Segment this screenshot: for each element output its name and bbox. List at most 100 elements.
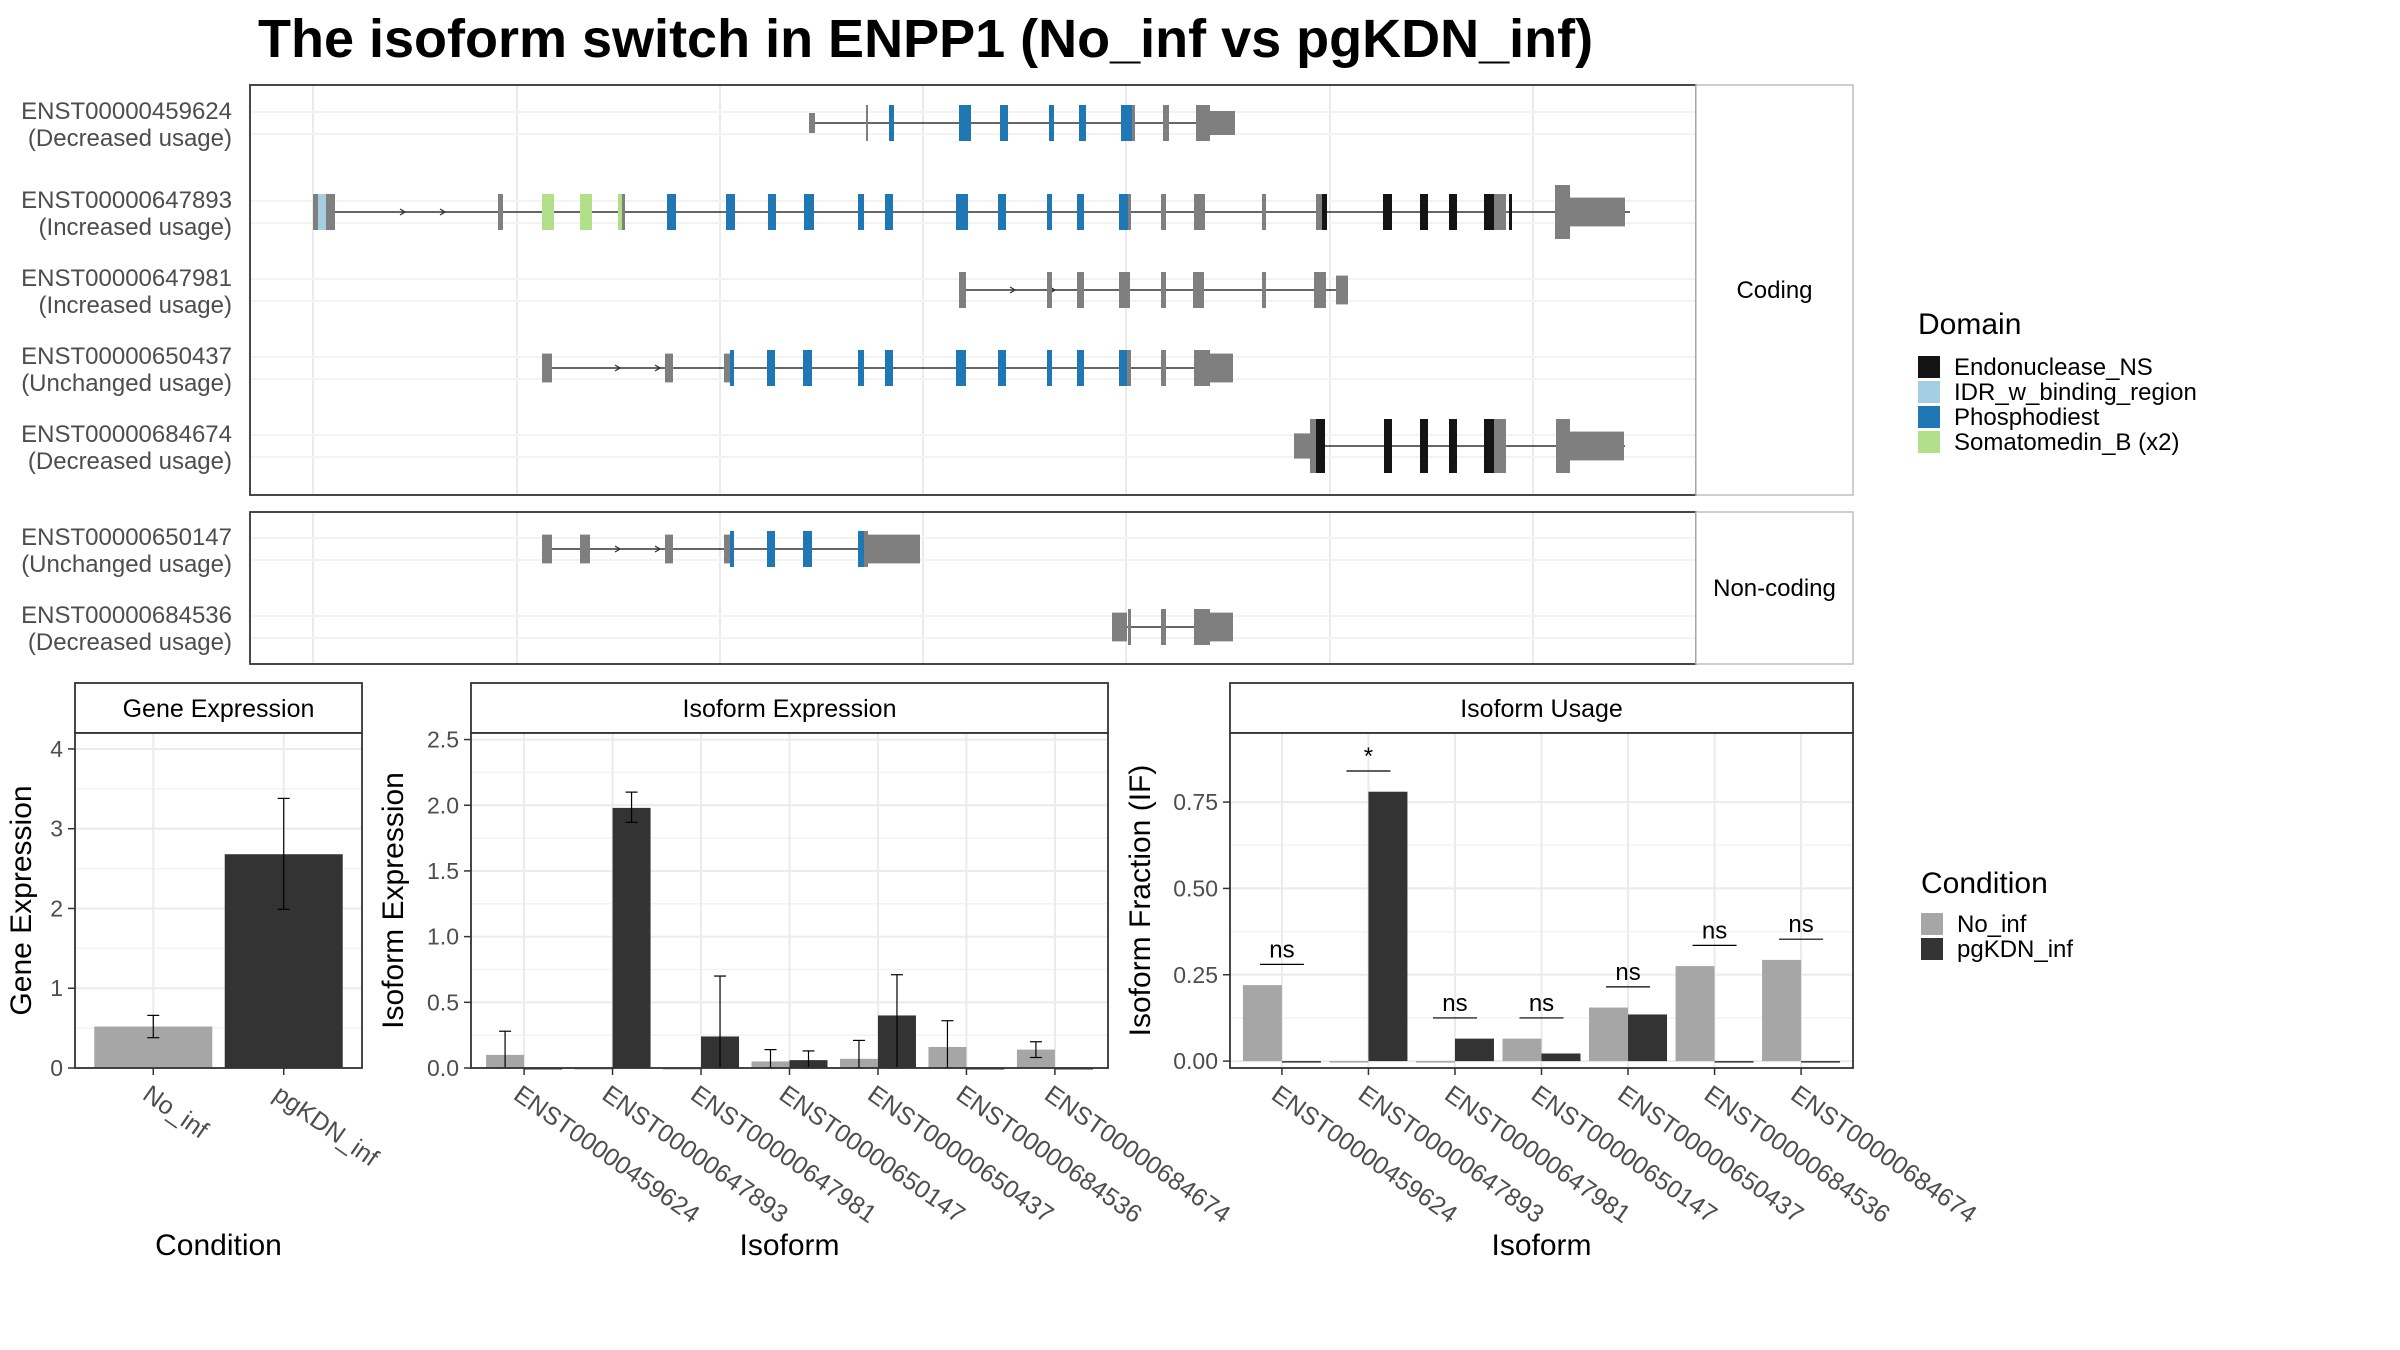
exon — [864, 531, 868, 567]
strand-arrow — [654, 364, 662, 372]
exon — [724, 534, 730, 564]
plot-border — [470, 732, 1109, 1069]
exon — [326, 194, 335, 230]
significance-label: * — [1364, 743, 1373, 770]
domain-legend-label: Somatomedin_B (x2) — [1954, 429, 2179, 456]
domain-legend-label: Phosphodiest — [1954, 404, 2100, 431]
y-tick-label: 2.0 — [427, 792, 459, 818]
domain-exon — [1079, 105, 1086, 141]
x-tick-label: pgKDN_inf — [268, 1080, 383, 1172]
exon — [1194, 350, 1210, 386]
domain-exon — [803, 350, 812, 386]
x-axis-title: Isoform — [1491, 1229, 1591, 1262]
exon — [1196, 105, 1210, 141]
domain-exon — [858, 194, 864, 230]
domain-legend-swatch — [1918, 381, 1940, 403]
condition-legend-swatch — [1921, 913, 1943, 935]
y-tick-label: 1.5 — [427, 858, 459, 884]
chart-strip — [470, 682, 1109, 734]
domain-exon — [1077, 194, 1084, 230]
domain-exon — [803, 531, 812, 567]
exon — [580, 534, 590, 564]
panel-background — [250, 512, 1696, 664]
domain-legend-label: Endonuclease_NS — [1954, 354, 2153, 381]
domain-exon — [998, 350, 1006, 386]
transcript-id-label: ENST00000647981 — [21, 265, 232, 292]
exon — [542, 534, 552, 564]
domain-exon — [858, 531, 864, 567]
significance-label: ns — [1615, 959, 1640, 986]
strand-arrow — [614, 545, 622, 553]
transcript-ENST00000650147: ENST00000650147(Unchanged usage) — [21, 524, 920, 578]
domain-exon — [618, 194, 622, 230]
exon — [1262, 272, 1266, 308]
exon — [1127, 350, 1131, 386]
chart-strip-title: Isoform Usage — [1460, 695, 1623, 723]
panel-strip — [1695, 511, 1854, 665]
bar-pgKDN-inf — [1368, 791, 1408, 1062]
exon — [1163, 105, 1169, 141]
condition-legend-label: pgKDN_inf — [1957, 936, 2073, 963]
domain-legend-label: IDR_w_binding_region — [1954, 379, 2197, 406]
domain-exon — [730, 531, 734, 567]
domain-legend-title: Domain — [1918, 308, 2021, 341]
exon — [1112, 612, 1127, 642]
significance-label: ns — [1442, 990, 1467, 1017]
domain-exon — [767, 531, 775, 567]
y-tick-label: 0.0 — [427, 1055, 459, 1081]
bar-No-inf — [1762, 959, 1802, 1062]
exon — [1128, 609, 1131, 645]
exon — [1161, 350, 1166, 386]
y-axis-title: Isoform Fraction (IF) — [1124, 765, 1157, 1037]
exon — [866, 105, 868, 141]
transcript-id-label: ENST00000459624 — [21, 98, 232, 125]
x-tick-label: No_inf — [138, 1080, 213, 1144]
exon — [868, 534, 920, 564]
domain-exon — [1119, 350, 1127, 386]
domain-exon — [1420, 194, 1428, 230]
domain-exon — [1484, 194, 1494, 230]
domain-exon — [885, 350, 893, 386]
isoform-usage-chart: Isoform Usage0.000.250.500.75ENST0000045… — [1124, 682, 1982, 1262]
y-axis-title: Gene Expression — [5, 785, 38, 1015]
transcript-ENST00000650437: ENST00000650437(Unchanged usage) — [21, 343, 1233, 397]
domain-legend-swatch — [1918, 356, 1940, 378]
domain-exon — [1047, 350, 1052, 386]
strand-arrow — [614, 364, 622, 372]
isoform-expression-chart: Isoform Expression0.00.51.01.52.02.5ENST… — [377, 682, 1236, 1262]
exon — [1310, 419, 1316, 473]
strand-arrow — [399, 208, 407, 216]
y-axis-title: Isoform Expression — [377, 772, 410, 1029]
domain-exon — [804, 194, 814, 230]
significance-label: ns — [1269, 936, 1294, 963]
strip-label-noncoding: Non-coding — [1713, 575, 1836, 602]
exon — [1210, 353, 1233, 383]
domain-exon — [1121, 105, 1132, 141]
strip-label-coding: Coding — [1736, 277, 1812, 304]
y-tick-label: 0.5 — [427, 989, 459, 1015]
bar-No-inf — [1016, 1049, 1055, 1068]
domain-exon — [726, 194, 735, 230]
exon — [959, 272, 966, 308]
domain-exon — [1384, 419, 1392, 473]
domain-exon — [1449, 419, 1457, 473]
exon — [1119, 272, 1130, 308]
gene-expression-chart: Gene Expression 0 1 2 3 4 No_inf pgKDN_inf Gene … — [5, 682, 383, 1262]
significance-label: ns — [1529, 990, 1554, 1017]
y-tick-label: 3 — [50, 816, 63, 842]
condition-legend-swatch — [1921, 938, 1943, 960]
exon — [622, 194, 625, 230]
exon — [1570, 197, 1625, 227]
significance-label: ns — [1702, 917, 1727, 944]
strand-arrow — [1009, 286, 1017, 294]
exon — [1193, 272, 1204, 308]
domain-exon — [1047, 194, 1052, 230]
bar-No-inf — [1502, 1038, 1542, 1062]
domain-legend-swatch — [1918, 406, 1940, 428]
plot-border — [1229, 732, 1854, 1069]
exon — [1262, 194, 1266, 230]
domain-exon — [318, 194, 326, 230]
y-tick-label: 0 — [50, 1055, 63, 1081]
bar-pgKDN-inf — [1628, 1014, 1668, 1062]
